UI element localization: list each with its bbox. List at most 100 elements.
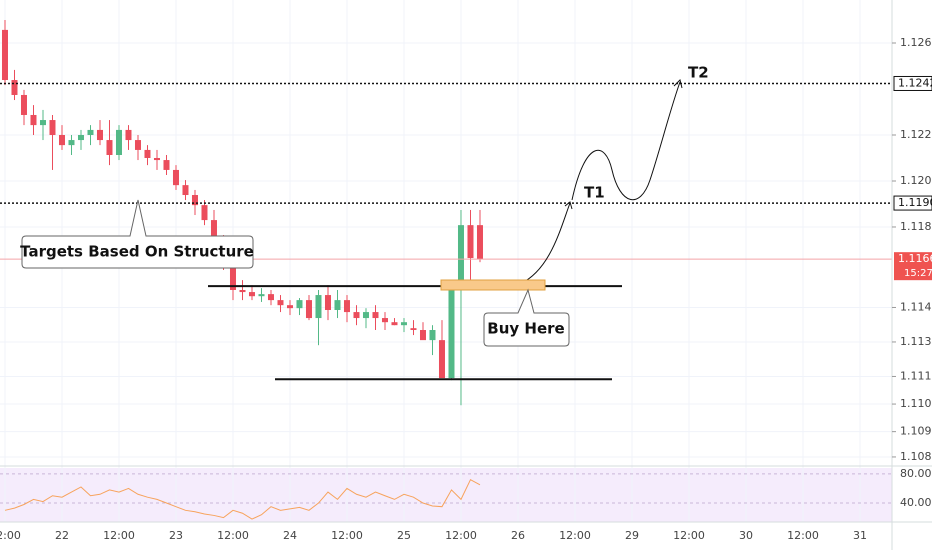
arrow-head xyxy=(673,79,683,89)
y-tick-label: 1.12200 xyxy=(900,128,932,141)
y-tick-label: 1.10800 xyxy=(900,450,932,463)
candle-body xyxy=(400,322,407,326)
grid xyxy=(0,0,892,522)
candle-body xyxy=(429,330,436,341)
candle-body xyxy=(1,29,8,81)
candle-body xyxy=(438,340,445,379)
candle-body xyxy=(96,129,103,141)
candle-body xyxy=(115,129,122,155)
annotation: T1 xyxy=(584,184,605,202)
x-tick-label: 12:00 xyxy=(0,529,21,542)
x-tick-label: 25 xyxy=(397,529,411,542)
y-tick-label: 1.11030 xyxy=(900,397,932,410)
candle-body xyxy=(258,294,265,297)
candle-body xyxy=(381,318,388,323)
x-tick-label: 12:00 xyxy=(559,529,591,542)
y-tick-label: 1.11150 xyxy=(900,369,932,382)
candle-body xyxy=(467,225,474,259)
labels: 12:00 22 12:00 23 12:00 24 12:00 25 12:00 26 12:00… xyxy=(0,36,932,542)
y-tick-label: 80.00 xyxy=(900,467,932,480)
x-tick-label: 12:00 xyxy=(445,529,477,542)
x-tick-label: 29 xyxy=(625,529,639,542)
x-tick-label: 12:00 xyxy=(331,529,363,542)
candle-body xyxy=(305,300,312,319)
y-tick-label: 1.12600 xyxy=(900,36,932,49)
current-price-label: 1.11660 xyxy=(898,252,932,265)
arrow-t1 xyxy=(519,202,571,285)
candle-body xyxy=(296,300,303,309)
y-tick-label: 1.11800 xyxy=(900,220,932,233)
candle-body xyxy=(191,195,198,206)
price-label-box xyxy=(893,75,932,91)
candle-body xyxy=(267,294,274,301)
x-tick-label: 22 xyxy=(55,529,69,542)
candle-body xyxy=(353,312,360,319)
candle-body xyxy=(134,140,141,150)
annotation: Targets Based On Structure xyxy=(20,243,254,261)
y-tick-label: 40.00 xyxy=(900,496,932,509)
candle-body xyxy=(457,225,464,286)
candle-body xyxy=(448,285,455,379)
candle-body xyxy=(476,225,483,260)
candle-body xyxy=(153,157,160,161)
arrow-head xyxy=(564,201,573,210)
candle-body xyxy=(324,295,331,310)
y-tick-label: 1.11450 xyxy=(900,300,932,313)
candle-body xyxy=(144,149,151,158)
candle-body xyxy=(391,322,398,326)
price-label-box xyxy=(893,195,932,211)
candle-body xyxy=(125,129,132,141)
candle-body xyxy=(419,330,426,341)
candle-body xyxy=(106,140,113,155)
callout-box xyxy=(21,199,254,269)
candle-body xyxy=(334,300,341,310)
candle-body xyxy=(58,134,65,146)
arrow-t2 xyxy=(571,81,681,201)
callout-box xyxy=(483,288,570,347)
candle-body xyxy=(20,94,27,115)
rsi-line xyxy=(4,478,481,520)
current-price-box xyxy=(894,252,932,281)
x-tick-label: 23 xyxy=(169,529,183,542)
y-tick-label: 1.10910 xyxy=(900,425,932,438)
candle-body xyxy=(68,140,75,146)
annotation: Buy Here xyxy=(487,320,564,338)
candle-body xyxy=(39,120,46,126)
candle-body xyxy=(49,120,56,135)
candle-body xyxy=(343,300,350,313)
candle-body xyxy=(372,312,379,319)
y-tick-label: 1.11300 xyxy=(900,335,932,348)
candle-body xyxy=(210,220,217,241)
annotation: T2 xyxy=(688,64,709,82)
candle-body xyxy=(77,134,84,141)
candle-body xyxy=(277,300,284,306)
candle-body xyxy=(182,185,189,196)
price-label: 1.11904 xyxy=(898,196,932,209)
candle-body xyxy=(30,114,37,126)
x-tick-label: 24 xyxy=(283,529,297,542)
candle-body xyxy=(87,129,94,135)
candle-body xyxy=(11,80,18,95)
candle-body xyxy=(172,169,179,186)
candle-body xyxy=(286,305,293,309)
price-label: 1.12424 xyxy=(898,76,932,89)
x-tick-label: 26 xyxy=(511,529,525,542)
candle-body xyxy=(201,205,208,221)
x-tick-label: 30 xyxy=(739,529,753,542)
buy-zone xyxy=(440,279,546,291)
x-tick-label: 12:00 xyxy=(103,529,135,542)
candle-body xyxy=(239,289,246,293)
x-tick-label: 12:00 xyxy=(217,529,249,542)
candle-body xyxy=(163,160,170,170)
candle-body xyxy=(410,328,417,331)
x-tick-label: 12:00 xyxy=(673,529,705,542)
candle-body xyxy=(315,295,322,319)
y-tick-label: 1.12000 xyxy=(900,174,932,187)
rsi-panel xyxy=(0,468,892,522)
x-tick-label: 12:00 xyxy=(787,529,819,542)
x-tick-label: 31 xyxy=(853,529,867,542)
candle-body xyxy=(248,292,255,297)
candle-body xyxy=(229,265,236,290)
